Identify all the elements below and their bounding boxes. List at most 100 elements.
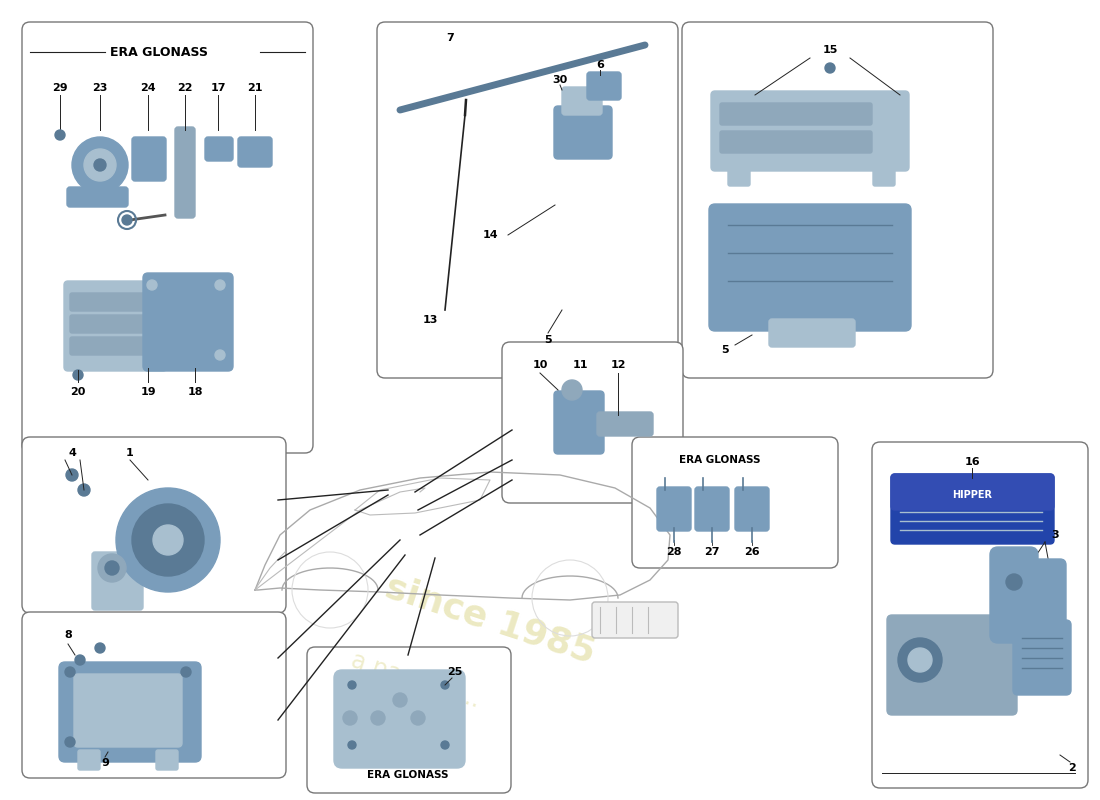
FancyBboxPatch shape (891, 474, 1054, 510)
FancyBboxPatch shape (377, 22, 678, 378)
Circle shape (75, 655, 85, 665)
Text: 20: 20 (70, 387, 86, 397)
FancyBboxPatch shape (307, 647, 512, 793)
Text: 2: 2 (1068, 763, 1076, 773)
Circle shape (1006, 574, 1022, 590)
FancyBboxPatch shape (891, 474, 1054, 544)
Circle shape (153, 525, 183, 555)
FancyBboxPatch shape (132, 137, 166, 181)
Text: a passion...: a passion... (348, 648, 483, 712)
FancyBboxPatch shape (735, 487, 769, 531)
FancyBboxPatch shape (657, 487, 691, 531)
FancyBboxPatch shape (872, 442, 1088, 788)
Circle shape (65, 737, 75, 747)
Text: 10: 10 (532, 360, 548, 370)
Circle shape (84, 149, 116, 181)
Text: 3: 3 (1052, 530, 1059, 540)
Circle shape (908, 648, 932, 672)
FancyBboxPatch shape (67, 187, 128, 207)
Circle shape (348, 681, 356, 689)
Circle shape (78, 484, 90, 496)
Text: 26: 26 (745, 547, 760, 557)
FancyBboxPatch shape (22, 437, 286, 613)
FancyBboxPatch shape (22, 22, 313, 453)
Circle shape (214, 350, 225, 360)
Text: 6: 6 (596, 60, 604, 70)
FancyBboxPatch shape (64, 281, 167, 371)
FancyBboxPatch shape (769, 319, 855, 347)
FancyBboxPatch shape (711, 91, 909, 171)
FancyBboxPatch shape (990, 547, 1038, 643)
Circle shape (898, 638, 942, 682)
Text: since 1985: since 1985 (381, 570, 600, 670)
FancyBboxPatch shape (710, 204, 911, 331)
FancyBboxPatch shape (74, 674, 182, 747)
Circle shape (825, 63, 835, 73)
Text: 11: 11 (572, 360, 587, 370)
Circle shape (562, 380, 582, 400)
FancyBboxPatch shape (78, 750, 100, 770)
FancyBboxPatch shape (720, 103, 872, 125)
Text: ERA GLONASS: ERA GLONASS (367, 770, 449, 780)
Circle shape (116, 488, 220, 592)
FancyBboxPatch shape (59, 662, 201, 762)
Text: 16: 16 (965, 457, 980, 467)
FancyBboxPatch shape (156, 750, 178, 770)
Circle shape (147, 280, 157, 290)
Text: 12: 12 (610, 360, 626, 370)
FancyBboxPatch shape (720, 131, 872, 153)
FancyBboxPatch shape (587, 72, 621, 100)
FancyBboxPatch shape (175, 127, 195, 218)
Text: 15: 15 (823, 45, 838, 55)
Circle shape (94, 159, 106, 171)
FancyBboxPatch shape (682, 22, 993, 378)
Text: 18: 18 (187, 387, 202, 397)
Text: 8: 8 (64, 630, 72, 640)
FancyBboxPatch shape (695, 487, 729, 531)
FancyBboxPatch shape (205, 137, 233, 161)
FancyBboxPatch shape (22, 612, 286, 778)
FancyBboxPatch shape (1032, 559, 1066, 646)
FancyBboxPatch shape (502, 342, 683, 503)
Circle shape (371, 711, 385, 725)
FancyBboxPatch shape (70, 315, 146, 333)
Circle shape (73, 370, 82, 380)
FancyBboxPatch shape (562, 87, 602, 115)
Circle shape (66, 469, 78, 481)
FancyBboxPatch shape (597, 412, 653, 436)
Text: HIPPER: HIPPER (952, 490, 992, 500)
Text: 5: 5 (722, 345, 729, 355)
FancyBboxPatch shape (554, 106, 612, 159)
Circle shape (343, 711, 358, 725)
Text: 30: 30 (552, 75, 568, 85)
Circle shape (132, 504, 204, 576)
Circle shape (104, 561, 119, 575)
Text: 24: 24 (140, 83, 156, 93)
Text: 25: 25 (448, 667, 463, 677)
Text: 21: 21 (248, 83, 263, 93)
Circle shape (411, 711, 425, 725)
Text: 14: 14 (482, 230, 498, 240)
Circle shape (393, 693, 407, 707)
Text: 22: 22 (177, 83, 192, 93)
Circle shape (122, 215, 132, 225)
FancyBboxPatch shape (554, 391, 604, 454)
FancyBboxPatch shape (70, 337, 146, 355)
Circle shape (214, 280, 225, 290)
FancyBboxPatch shape (887, 615, 1018, 715)
FancyBboxPatch shape (334, 670, 465, 768)
FancyBboxPatch shape (632, 437, 838, 568)
Circle shape (98, 554, 126, 582)
Circle shape (441, 741, 449, 749)
Circle shape (441, 681, 449, 689)
Text: 13: 13 (422, 315, 438, 325)
Text: 23: 23 (92, 83, 108, 93)
FancyBboxPatch shape (728, 160, 750, 186)
Text: 7: 7 (447, 33, 454, 43)
Text: 29: 29 (52, 83, 68, 93)
Text: 5: 5 (544, 335, 552, 345)
FancyBboxPatch shape (70, 293, 146, 311)
FancyBboxPatch shape (238, 137, 272, 167)
FancyBboxPatch shape (592, 602, 678, 638)
Text: 4: 4 (68, 448, 76, 458)
